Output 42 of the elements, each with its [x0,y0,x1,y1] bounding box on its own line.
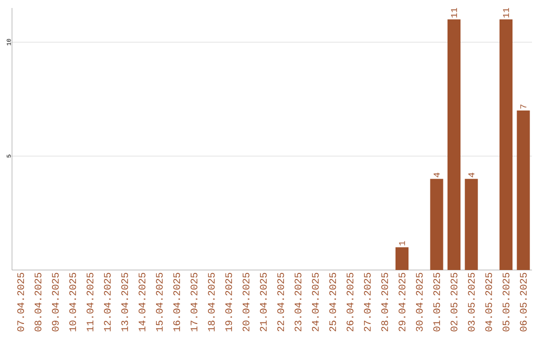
x-tick-label: 04.05.2025 [485,272,492,332]
data-label: 1 [399,241,405,246]
x-tick-label: 25.04.2025 [329,272,336,332]
x-tick-label: 06.05.2025 [520,272,527,332]
bar [396,247,409,270]
x-tick-label: 09.04.2025 [52,272,59,332]
x-tick-label: 17.04.2025 [190,272,198,332]
bar [500,19,513,270]
x-tick-label: 13.04.2025 [121,272,128,332]
x-tick-label: 19.04.2025 [225,272,232,332]
data-label: 4 [468,172,474,178]
data-label: 11 [451,8,457,18]
x-tick-label: 20.04.2025 [242,272,250,332]
bar [430,178,444,270]
x-tick-label: 05.05.2025 [502,272,510,332]
x-tick-label: 15.04.2025 [156,272,163,332]
x-tick-label: 16.04.2025 [173,272,180,332]
x-tick-label: 07.04.2025 [17,272,24,332]
x-tick-label: 11.04.2025 [86,272,94,332]
bar [448,19,461,270]
x-tick-label: 30.04.2025 [416,272,423,332]
x-tick-label: 14.04.2025 [138,272,146,332]
x-tick-label: 26.04.2025 [346,272,354,332]
x-tick-label: 08.04.2025 [34,272,42,332]
x-tick-label: 27.04.2025 [364,272,371,332]
x-tick-label: 03.05.2025 [468,272,475,332]
x-tick-label: 18.04.2025 [208,272,215,332]
x-tick-label: 22.04.2025 [277,272,284,332]
x-tick-label: 12.04.2025 [104,272,111,332]
x-tick-label: 02.05.2025 [450,272,458,332]
x-tick-label: 21.04.2025 [260,272,267,332]
x-tick-label: 29.04.2025 [398,272,406,332]
bar [516,110,530,270]
x-tick-label: 24.04.2025 [312,272,319,332]
x-tick-label: 23.04.2025 [294,272,302,332]
x-tick-label: 28.04.2025 [381,272,388,332]
bar [464,178,478,270]
data-label: 4 [434,172,440,178]
x-tick-label: 01.05.2025 [433,272,440,332]
data-label: 11 [503,8,509,18]
x-tick-label: 10.04.2025 [69,272,76,332]
data-label: 7 [520,104,526,109]
